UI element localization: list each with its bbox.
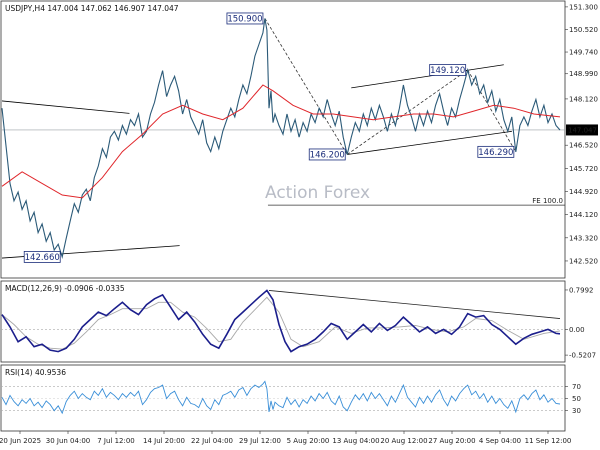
annotation-box-0 — [226, 12, 264, 25]
x-tick-label-0: 20 Jun 2025 — [0, 437, 41, 445]
annotation-label-3: 146.290 — [478, 148, 513, 158]
annotation-label-1: 149.120 — [430, 66, 465, 76]
trendline-6 — [351, 64, 504, 89]
annotation-box-3 — [477, 145, 515, 158]
annotation-box-1 — [429, 64, 467, 76]
price-annotations: 150.900 149.120 146.200 146.290 142.660 — [23, 12, 515, 263]
rsi-panel: RSI(14) 40.9536 70 50 30 — [0, 364, 581, 432]
x-tick-label-5: 29 Jul 12:00 — [239, 437, 281, 445]
x-tick-label-3: 14 Jul 20:00 — [143, 437, 185, 445]
price-tick-label-3: 148.990 — [569, 70, 598, 78]
price-tick-label-1: 150.520 — [569, 26, 598, 34]
trendline-3 — [347, 69, 468, 155]
macd-line — [1, 289, 561, 353]
annotation-label-2: 146.200 — [310, 150, 345, 160]
symbol-header: USDJPY,H4 147.004 147.062 146.907 147.04… — [5, 4, 179, 13]
rsi-panel-frame — [0, 364, 566, 432]
macd-y-axis: 0.7992 0.00 -0.5207 — [565, 286, 596, 360]
trendline-4 — [467, 69, 517, 153]
price-tick-label-2: 149.740 — [569, 49, 598, 57]
rsi-title: RSI(14) 40.9536 — [5, 368, 66, 377]
trendline-0 — [1, 100, 130, 114]
x-tick-label-1: 30 Jun 04:00 — [46, 437, 90, 445]
annotation-box-2 — [308, 148, 346, 161]
price-tick-label-8: 144.920 — [569, 188, 598, 196]
price-tick-label-6: 146.520 — [569, 142, 598, 150]
price-tick-label-0: 151.300 — [569, 3, 598, 11]
x-tick-label-8: 20 Aug 12:00 — [380, 437, 427, 445]
price-series-line — [1, 18, 561, 260]
x-tick-label-11: 11 Sep 12:00 — [525, 437, 572, 445]
rsi-y-axis: 70 50 30 — [565, 383, 581, 415]
price-panel-frame — [0, 0, 566, 279]
current-price-box — [566, 124, 598, 136]
price-tick-label-7: 145.720 — [569, 165, 598, 173]
x-tick-label-9: 27 Aug 20:00 — [428, 437, 475, 445]
macd-tick-label-2: -0.5207 — [569, 352, 596, 360]
macd-title: MACD(12,26,9) -0.0906 -0.0335 — [5, 284, 125, 293]
rsi-tick-label-0: 70 — [572, 383, 581, 391]
rsi-tick-label-1: 50 — [572, 395, 581, 403]
rsi-line — [1, 380, 561, 415]
x-tick-label-10: 4 Sep 04:00 — [479, 437, 521, 445]
x-axis: 20 Jun 2025 30 Jun 04:00 7 Jul 12:00 14 Jul… — [0, 431, 571, 445]
macd-panel: MACD(12,26,9) -0.0906 -0.0335 0.7992 0.00… — [0, 280, 596, 363]
price-panel: Action Forex FE 100.0 150.900 149.120 146.… — [0, 0, 598, 279]
current-price-label: 147.047 — [568, 126, 597, 134]
macd-trendline — [268, 290, 561, 319]
annotation-box-4 — [23, 251, 61, 263]
x-tick-label-6: 5 Aug 20:00 — [287, 437, 330, 445]
x-tick-label-4: 22 Jul 04:00 — [191, 437, 233, 445]
macd-tick-label-1: 0.00 — [569, 326, 585, 334]
x-tick-label-2: 7 Jul 12:00 — [97, 437, 135, 445]
price-tick-label-11: 142.520 — [569, 257, 598, 265]
price-tick-label-10: 143.320 — [569, 234, 598, 242]
rsi-tick-label-2: 30 — [572, 407, 581, 415]
annotation-label-0: 150.900 — [227, 14, 262, 24]
current-price-tag: 147.047 — [566, 124, 598, 136]
macd-signal-line — [1, 296, 561, 350]
price-tick-label-9: 144.120 — [569, 211, 598, 219]
x-tick-label-7: 13 Aug 04:00 — [332, 437, 379, 445]
moving-average-line — [1, 84, 561, 199]
price-tick-label-4: 148.120 — [569, 95, 598, 103]
macd-tick-label-0: 0.7992 — [569, 286, 594, 294]
price-watermark: Action Forex — [265, 183, 370, 203]
annotation-label-4: 142.660 — [25, 253, 60, 263]
trendline-5 — [347, 130, 512, 155]
trendline-2 — [264, 18, 348, 155]
fe-level-label: FE 100.0 — [532, 197, 563, 205]
price-y-axis: 151.300 150.520 149.740 148.990 148.120 146.5… — [565, 3, 598, 265]
